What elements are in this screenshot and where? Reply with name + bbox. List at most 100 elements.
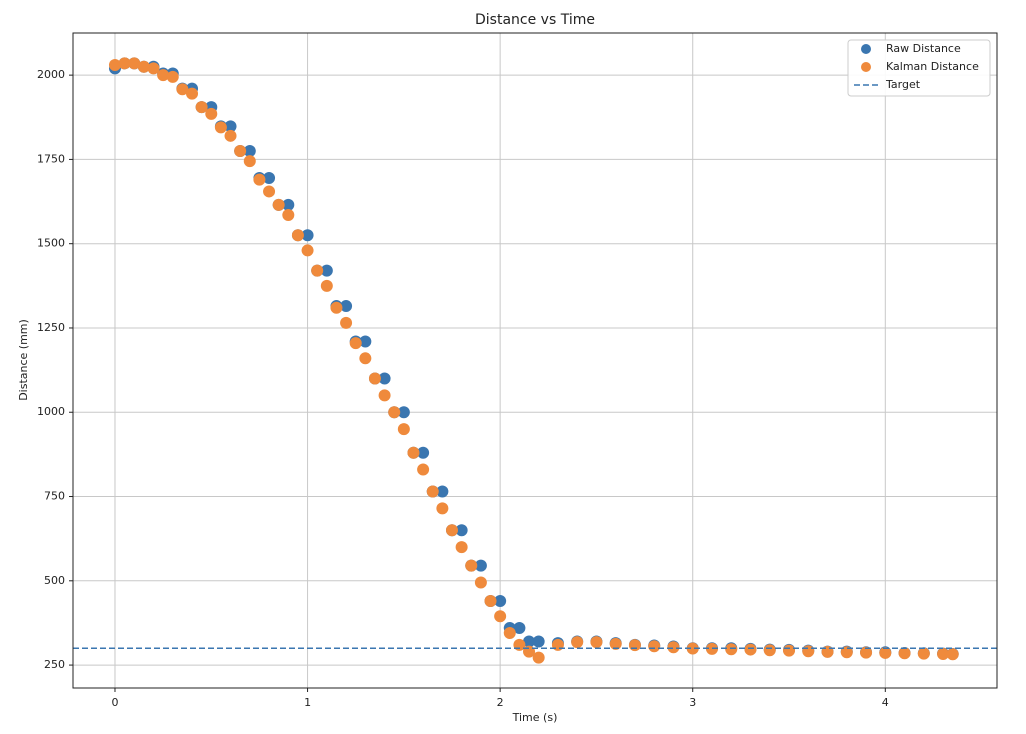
point <box>513 621 526 634</box>
point <box>397 406 410 419</box>
point <box>840 646 853 659</box>
point <box>436 502 449 515</box>
point <box>147 62 160 75</box>
point <box>590 636 603 649</box>
point <box>436 485 449 498</box>
legend-label: Target <box>885 78 921 91</box>
point <box>128 57 141 70</box>
point <box>340 300 353 313</box>
legend-label: Raw Distance <box>886 42 961 55</box>
y-tick-label: 250 <box>44 658 65 671</box>
point <box>494 610 507 623</box>
point <box>898 647 911 660</box>
y-tick-label: 1250 <box>37 321 65 334</box>
chart-title: Distance vs Time <box>475 12 595 28</box>
point <box>494 595 507 608</box>
legend-marker <box>861 44 871 54</box>
point <box>320 279 333 292</box>
point <box>311 264 324 277</box>
point <box>532 651 545 664</box>
plot-frame <box>72 32 998 689</box>
point <box>532 635 545 648</box>
point <box>378 389 391 402</box>
point <box>551 638 564 651</box>
point <box>137 60 150 73</box>
point <box>272 198 285 211</box>
point <box>243 144 256 157</box>
point <box>253 173 266 186</box>
point <box>417 463 430 476</box>
point <box>725 643 738 656</box>
legend-label: Kalman Distance <box>886 60 979 73</box>
x-tick-label: 2 <box>497 696 504 709</box>
point <box>301 229 314 242</box>
point <box>417 446 430 459</box>
point <box>330 301 343 314</box>
point <box>176 83 189 96</box>
point <box>860 646 873 659</box>
point <box>349 337 362 350</box>
y-tick-label: 2000 <box>37 68 65 81</box>
point <box>205 107 218 120</box>
point <box>609 637 622 650</box>
point <box>474 559 487 572</box>
point <box>705 642 718 655</box>
point <box>744 643 757 656</box>
point <box>263 185 276 198</box>
y-tick-label: 1500 <box>37 237 65 250</box>
x-tick-label: 0 <box>111 696 118 709</box>
y-tick-label: 500 <box>44 574 65 587</box>
point <box>224 129 237 142</box>
legend-marker <box>861 62 871 72</box>
point <box>359 352 372 365</box>
point <box>946 648 959 661</box>
point <box>340 316 353 329</box>
point <box>388 406 401 419</box>
point <box>667 641 680 654</box>
point <box>397 423 410 436</box>
point <box>455 524 468 537</box>
point <box>455 541 468 554</box>
point <box>686 642 699 655</box>
series <box>108 57 959 664</box>
point <box>571 636 584 649</box>
point <box>195 101 208 114</box>
y-tick-label: 1750 <box>37 152 65 165</box>
x-tick-label: 4 <box>882 696 889 709</box>
point <box>937 647 950 660</box>
point <box>445 524 458 537</box>
point <box>426 485 439 498</box>
point <box>917 647 930 660</box>
point <box>484 595 497 608</box>
y-axis-label: Distance (mm) <box>17 319 30 401</box>
point <box>282 209 295 222</box>
point <box>224 120 237 133</box>
point <box>320 264 333 277</box>
point <box>282 198 295 211</box>
point <box>465 559 478 572</box>
point <box>378 372 391 385</box>
point <box>234 144 247 157</box>
point <box>263 171 276 184</box>
point <box>628 639 641 652</box>
point <box>802 645 815 658</box>
x-tick-label: 3 <box>689 696 696 709</box>
point <box>108 59 121 72</box>
point <box>157 69 170 82</box>
point <box>214 121 227 134</box>
point <box>166 70 179 83</box>
y-tick-label: 1000 <box>37 405 65 418</box>
point <box>503 627 516 640</box>
point <box>523 635 536 648</box>
point <box>407 446 420 459</box>
point <box>118 57 131 70</box>
point <box>368 372 381 385</box>
point <box>763 644 776 657</box>
point <box>648 640 661 653</box>
point <box>474 576 487 589</box>
y-tick-label: 750 <box>44 490 65 503</box>
point <box>879 646 892 659</box>
legend <box>847 39 991 97</box>
point <box>359 335 372 348</box>
